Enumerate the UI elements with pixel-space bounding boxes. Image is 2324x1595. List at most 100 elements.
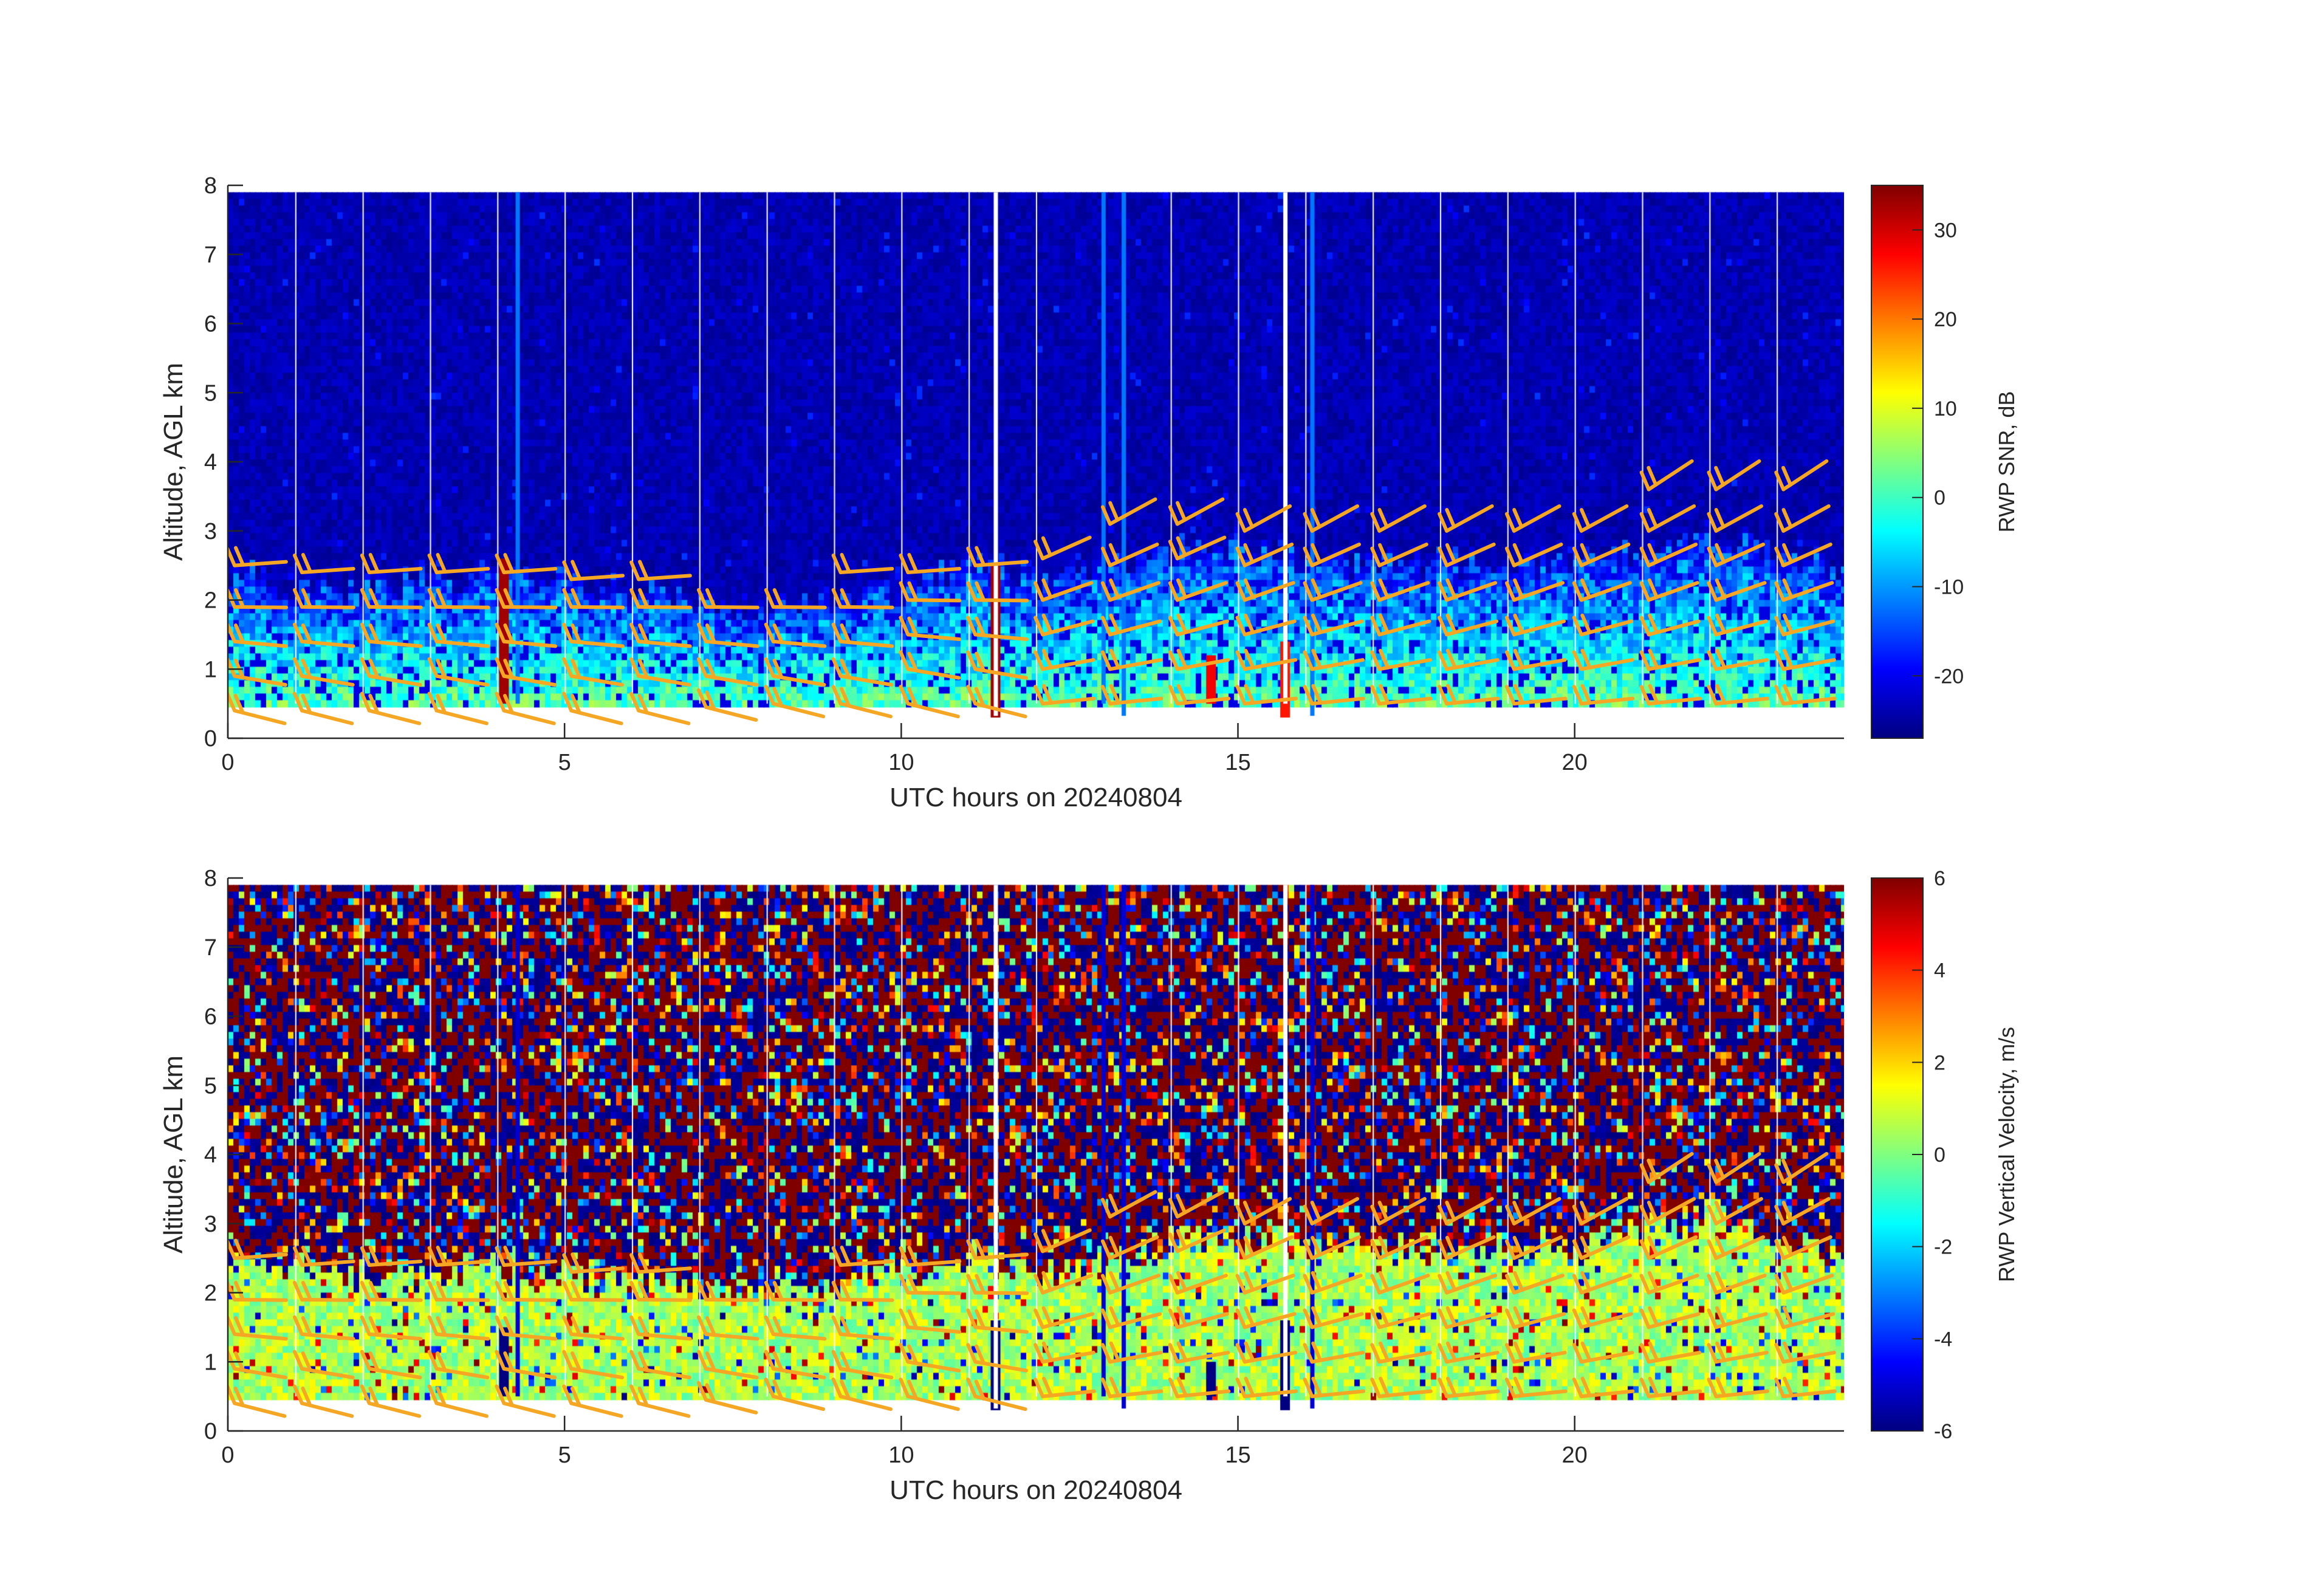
wind-barb — [562, 588, 625, 609]
wind-barb — [831, 1350, 894, 1380]
wind-barb — [360, 1350, 422, 1380]
wind-barb — [1168, 1376, 1231, 1399]
wind-barb — [1707, 1235, 1766, 1260]
wind-barb — [1438, 1341, 1500, 1364]
colorbar-tick-label: -2 — [1934, 1236, 1952, 1259]
colorbar-gradient — [1871, 185, 1924, 739]
x-tick-label: 5 — [558, 750, 571, 775]
wind-barb — [1438, 1196, 1494, 1226]
wind-barb — [1303, 1196, 1360, 1226]
wind-barb — [764, 657, 826, 687]
field-heatmap — [228, 185, 1844, 738]
wind-barb — [1303, 542, 1362, 568]
y-tick-label: 4 — [204, 1142, 217, 1168]
y-tick-label: 1 — [204, 657, 217, 682]
y-tick-label: 7 — [204, 935, 217, 961]
wind-barb — [1033, 1376, 1096, 1399]
colorbar-label: RWP SNR, dB — [1994, 391, 2019, 533]
colorbar-tick-label: 30 — [1934, 219, 1957, 242]
wind-barb — [1639, 648, 1702, 671]
wind-barb — [1370, 1376, 1433, 1399]
wind-barb — [1707, 1271, 1767, 1295]
wind-barb — [1370, 1341, 1432, 1364]
wind-barb — [1707, 1196, 1764, 1226]
wind-barb — [1033, 1306, 1095, 1329]
wind-barb — [292, 588, 355, 609]
wind-barb — [764, 685, 826, 719]
wind-barb — [1100, 1271, 1161, 1295]
y-tick-label: 8 — [204, 173, 217, 199]
wind-barb — [629, 1384, 691, 1418]
wind-barb — [696, 657, 759, 687]
wind-barb — [1504, 1271, 1565, 1295]
wind-barb — [1168, 1228, 1227, 1254]
colorbar-tick-label: 2 — [1934, 1051, 1945, 1074]
y-tick-label: 0 — [204, 726, 217, 752]
wind-barb — [1707, 1151, 1761, 1184]
wind-barb — [1774, 613, 1836, 637]
wind-barb — [292, 1246, 355, 1267]
wind-barb — [1639, 1376, 1702, 1399]
wind-barb — [1033, 1271, 1094, 1295]
wind-barb — [1100, 497, 1157, 526]
wind-barb — [1639, 542, 1698, 568]
wind-barb — [360, 691, 422, 725]
wind-barb — [1370, 613, 1431, 637]
wind-barb — [1168, 497, 1225, 526]
wind-barb — [696, 588, 759, 609]
wind-barb — [1774, 1151, 1829, 1184]
wind-barb — [1303, 1341, 1365, 1364]
wind-barb — [495, 657, 557, 687]
wind-barb — [1707, 613, 1768, 637]
wind-barb — [1303, 684, 1365, 706]
wind-barb — [1100, 613, 1162, 637]
wind-barb — [495, 1246, 558, 1267]
wind-barb — [1168, 1306, 1229, 1329]
wind-barb — [1235, 1376, 1298, 1399]
wind-barb — [1438, 613, 1499, 637]
wind-barb — [1303, 1306, 1364, 1329]
wind-barb — [360, 1315, 423, 1341]
wind-barb — [427, 1246, 490, 1267]
wind-barb — [966, 685, 1027, 719]
wind-barb — [1504, 1196, 1561, 1226]
colorbar-tick-label: 6 — [1934, 867, 1945, 890]
wind-barb — [1774, 578, 1834, 602]
wind-barb — [696, 1315, 759, 1341]
wind-barb — [427, 1350, 490, 1380]
y-tick-label: 2 — [204, 588, 217, 614]
x-tick-label: 0 — [221, 1442, 234, 1468]
colorbar-tick-label: 4 — [1934, 959, 1945, 983]
colorbar-tick-label: -20 — [1934, 665, 1964, 688]
wind-barb — [495, 1315, 558, 1341]
wind-barb — [1100, 684, 1164, 706]
wind-barb — [899, 650, 961, 680]
wind-barb — [1639, 1235, 1698, 1260]
wind-barb — [1235, 613, 1297, 637]
wind-barb — [1774, 1271, 1834, 1295]
wind-barb — [966, 650, 1029, 680]
wind-barb — [1639, 1306, 1701, 1329]
wind-barb — [292, 1315, 355, 1341]
wind-barb — [1168, 1271, 1228, 1295]
wind-barb — [1370, 1235, 1428, 1260]
wind-barb — [1707, 1306, 1768, 1329]
wind-barb — [764, 622, 827, 648]
wind-barb — [696, 688, 758, 722]
wind-barb — [1572, 504, 1629, 533]
wind-barb — [1033, 535, 1092, 561]
wind-barb — [495, 1350, 557, 1380]
wind-barb — [899, 1377, 960, 1411]
wind-barbs — [228, 1151, 1837, 1418]
wind-barb — [427, 691, 488, 725]
wind-barb — [1303, 1271, 1363, 1295]
wind-barb — [1303, 1235, 1362, 1260]
wind-barb — [1303, 648, 1365, 671]
wind-barb — [966, 1377, 1027, 1411]
wind-barb — [1504, 578, 1565, 602]
wind-barb — [1707, 1341, 1769, 1364]
wind-barb — [966, 546, 1029, 568]
y-tick-label: 7 — [204, 242, 217, 268]
wind-barb — [1235, 1306, 1297, 1329]
y-tick-label: 5 — [204, 1073, 217, 1099]
